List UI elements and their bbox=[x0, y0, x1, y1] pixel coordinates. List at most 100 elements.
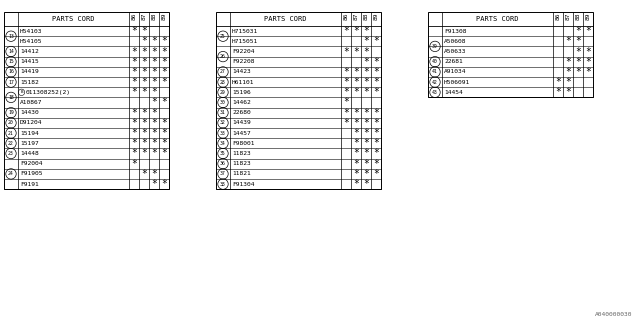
Text: 32: 32 bbox=[220, 120, 226, 125]
Text: B: B bbox=[20, 90, 23, 94]
Text: 43: 43 bbox=[432, 90, 438, 95]
Text: PARTS CORD: PARTS CORD bbox=[52, 16, 95, 22]
Text: *: * bbox=[131, 128, 137, 138]
Text: 87: 87 bbox=[141, 13, 147, 20]
Text: *: * bbox=[565, 77, 571, 87]
Text: *: * bbox=[343, 98, 349, 108]
Text: *: * bbox=[373, 57, 379, 67]
Text: *: * bbox=[565, 36, 571, 46]
Text: H715031: H715031 bbox=[232, 28, 259, 34]
Text: 23: 23 bbox=[8, 151, 14, 156]
Text: 14: 14 bbox=[8, 49, 14, 54]
Text: A50608: A50608 bbox=[444, 39, 467, 44]
Text: 26: 26 bbox=[220, 54, 226, 59]
Text: 89: 89 bbox=[161, 13, 166, 20]
Text: *: * bbox=[373, 169, 379, 179]
Text: *: * bbox=[151, 148, 157, 158]
Text: 89: 89 bbox=[374, 13, 378, 20]
Text: 41: 41 bbox=[432, 69, 438, 74]
Text: 88: 88 bbox=[152, 13, 157, 20]
Text: *: * bbox=[373, 118, 379, 128]
Text: *: * bbox=[353, 138, 359, 148]
Text: 39: 39 bbox=[432, 44, 438, 49]
Text: *: * bbox=[353, 118, 359, 128]
Text: 19: 19 bbox=[8, 110, 14, 115]
Text: *: * bbox=[161, 118, 167, 128]
Text: 87: 87 bbox=[566, 13, 570, 20]
Text: *: * bbox=[151, 46, 157, 57]
Text: F91905: F91905 bbox=[20, 172, 42, 176]
Text: *: * bbox=[151, 67, 157, 77]
Text: 22: 22 bbox=[8, 141, 14, 146]
Text: H54103: H54103 bbox=[20, 28, 42, 34]
Text: *: * bbox=[131, 46, 137, 57]
Text: *: * bbox=[141, 87, 147, 97]
Text: 011308252(2): 011308252(2) bbox=[26, 90, 70, 95]
Text: *: * bbox=[363, 108, 369, 118]
Text: 17: 17 bbox=[8, 80, 14, 84]
Text: *: * bbox=[565, 87, 571, 97]
Text: *: * bbox=[555, 87, 561, 97]
Text: *: * bbox=[363, 26, 369, 36]
Text: *: * bbox=[353, 128, 359, 138]
Text: *: * bbox=[141, 148, 147, 158]
Text: PARTS CORD: PARTS CORD bbox=[476, 16, 519, 22]
Text: *: * bbox=[151, 98, 157, 108]
Text: *: * bbox=[141, 118, 147, 128]
Text: 42: 42 bbox=[432, 80, 438, 84]
Text: *: * bbox=[141, 128, 147, 138]
Text: *: * bbox=[141, 138, 147, 148]
Text: *: * bbox=[141, 57, 147, 67]
Text: *: * bbox=[363, 36, 369, 46]
Text: 22680: 22680 bbox=[232, 110, 251, 115]
Text: *: * bbox=[363, 67, 369, 77]
Text: F9191: F9191 bbox=[20, 181, 39, 187]
Text: *: * bbox=[565, 67, 571, 77]
Text: *: * bbox=[151, 179, 157, 189]
Text: *: * bbox=[131, 118, 137, 128]
Text: 34: 34 bbox=[220, 141, 226, 146]
Text: 14439: 14439 bbox=[232, 120, 251, 125]
Text: *: * bbox=[363, 77, 369, 87]
Text: *: * bbox=[161, 36, 167, 46]
Text: *: * bbox=[131, 77, 137, 87]
Text: 14415: 14415 bbox=[20, 59, 39, 64]
Text: 14423: 14423 bbox=[232, 69, 251, 74]
Text: 14419: 14419 bbox=[20, 69, 39, 74]
Text: *: * bbox=[161, 67, 167, 77]
Text: *: * bbox=[161, 128, 167, 138]
Text: *: * bbox=[353, 46, 359, 57]
Text: *: * bbox=[353, 26, 359, 36]
Text: 30: 30 bbox=[220, 100, 226, 105]
Text: 40: 40 bbox=[432, 59, 438, 64]
Text: *: * bbox=[141, 26, 147, 36]
Text: H54105: H54105 bbox=[20, 39, 42, 44]
Text: *: * bbox=[555, 77, 561, 87]
Text: *: * bbox=[151, 169, 157, 179]
Text: *: * bbox=[161, 148, 167, 158]
Text: *: * bbox=[575, 36, 581, 46]
Text: 86: 86 bbox=[556, 13, 561, 20]
Text: 14448: 14448 bbox=[20, 151, 39, 156]
Text: 15197: 15197 bbox=[20, 141, 39, 146]
Text: 33: 33 bbox=[220, 131, 226, 136]
Text: *: * bbox=[141, 108, 147, 118]
Text: 31: 31 bbox=[220, 110, 226, 115]
Text: *: * bbox=[373, 87, 379, 97]
Text: *: * bbox=[585, 57, 591, 67]
Text: 13: 13 bbox=[8, 34, 14, 39]
Text: A10867: A10867 bbox=[20, 100, 42, 105]
Text: *: * bbox=[131, 87, 137, 97]
Text: *: * bbox=[585, 46, 591, 57]
Text: *: * bbox=[343, 108, 349, 118]
Text: 88: 88 bbox=[575, 13, 580, 20]
Text: 86: 86 bbox=[344, 13, 349, 20]
Text: *: * bbox=[141, 36, 147, 46]
Text: PARTS CORD: PARTS CORD bbox=[264, 16, 307, 22]
Text: *: * bbox=[353, 169, 359, 179]
Text: *: * bbox=[141, 46, 147, 57]
Text: *: * bbox=[353, 77, 359, 87]
Text: *: * bbox=[363, 169, 369, 179]
Text: F91308: F91308 bbox=[444, 28, 467, 34]
Text: *: * bbox=[131, 57, 137, 67]
